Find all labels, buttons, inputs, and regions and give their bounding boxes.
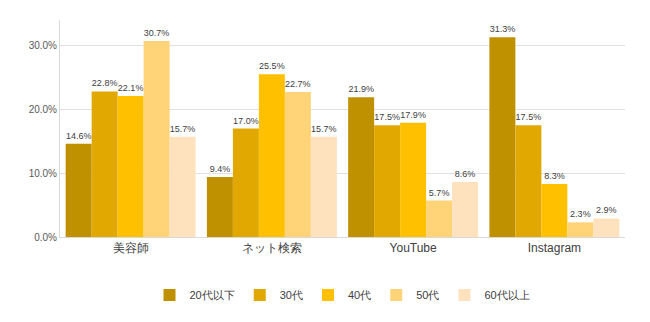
svg-text:8.6%: 8.6% [455,169,476,179]
svg-text:40代: 40代 [348,289,371,301]
svg-text:9.4%: 9.4% [210,164,231,174]
svg-text:15.7%: 15.7% [311,124,337,134]
svg-text:17.5%: 17.5% [516,112,542,122]
svg-text:ネット検索: ネット検索 [242,241,302,255]
svg-text:0.0%: 0.0% [34,232,57,243]
svg-text:60代以上: 60代以上 [485,289,530,301]
svg-text:10.0%: 10.0% [29,168,57,179]
svg-text:8.3%: 8.3% [544,171,565,181]
svg-text:22.8%: 22.8% [92,78,118,88]
svg-text:22.1%: 22.1% [118,83,144,93]
svg-text:17.9%: 17.9% [400,110,426,120]
svg-text:30.0%: 30.0% [29,40,57,51]
svg-text:50代: 50代 [416,289,439,301]
svg-text:2.3%: 2.3% [570,209,591,219]
svg-text:21.9%: 21.9% [348,84,374,94]
svg-text:15.7%: 15.7% [170,124,196,134]
svg-text:YouTube: YouTube [390,241,437,255]
svg-text:17.0%: 17.0% [233,116,259,126]
svg-text:30代: 30代 [280,289,303,301]
svg-text:14.6%: 14.6% [66,131,92,141]
svg-text:美容師: 美容師 [113,241,149,255]
svg-text:22.7%: 22.7% [285,79,311,89]
svg-text:2.9%: 2.9% [596,205,617,215]
svg-text:30.7%: 30.7% [144,28,170,38]
svg-text:17.5%: 17.5% [374,112,400,122]
svg-text:5.7%: 5.7% [429,188,450,198]
svg-text:25.5%: 25.5% [259,61,285,71]
svg-text:Instagram: Instagram [528,241,581,255]
svg-text:20代以下: 20代以下 [190,289,235,301]
svg-text:31.3%: 31.3% [490,24,516,34]
svg-text:20.0%: 20.0% [29,104,57,115]
